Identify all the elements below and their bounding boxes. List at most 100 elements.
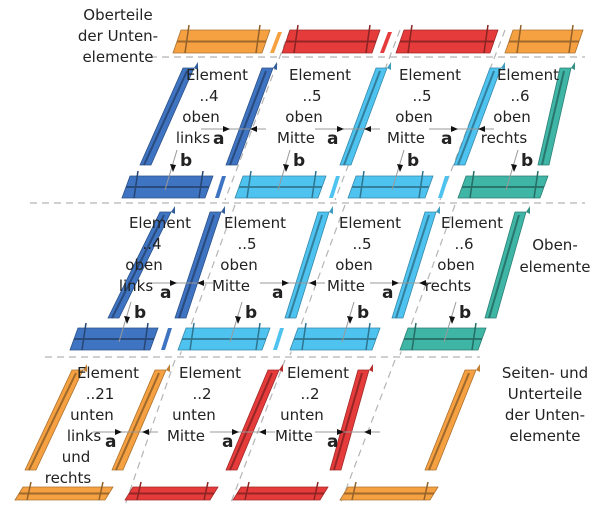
profile-flange — [436, 206, 440, 214]
profile-flange — [273, 62, 277, 70]
profile-flange — [387, 62, 391, 70]
label-line: rechts — [45, 469, 92, 487]
arrow-icon — [250, 126, 257, 132]
label-line: elemente — [509, 427, 580, 445]
dimension-label-a: a — [222, 432, 233, 452]
dimension-label-a: a — [441, 129, 452, 149]
profile-flange — [244, 481, 250, 501]
profile-groove — [343, 70, 381, 166]
dimension-label-b: b — [459, 303, 471, 323]
profile-end-piece — [329, 176, 340, 198]
label-line: Element — [179, 364, 241, 382]
arrow-icon — [142, 429, 149, 435]
arrow-icon — [364, 429, 371, 435]
profile-groove — [541, 70, 565, 166]
label-line: ..6 — [454, 235, 473, 253]
label-line: Element — [441, 214, 503, 232]
label-line: ..4 — [199, 87, 218, 105]
label-line: Unterteile — [508, 385, 582, 403]
profile-flange — [255, 322, 261, 351]
label-line: Element — [289, 66, 351, 84]
dimension-line-b — [341, 301, 355, 343]
arrow-icon — [364, 126, 371, 132]
label-line: Seiten- und — [502, 364, 588, 382]
label-line: ..5 — [302, 87, 321, 105]
dimension-label-b: b — [245, 303, 257, 323]
profile-groove — [111, 214, 165, 319]
label-line: oben — [182, 108, 219, 126]
arrow-icon — [124, 316, 130, 324]
profile-flange — [311, 170, 317, 199]
arrow-icon — [283, 164, 289, 172]
arrow-icon — [511, 164, 517, 172]
profile-groove — [288, 214, 323, 319]
label-line: Element — [129, 214, 191, 232]
label-line: Mitte — [167, 427, 205, 445]
profile-groove — [488, 214, 520, 319]
profile-groove — [178, 214, 215, 319]
profile-flange — [189, 322, 195, 351]
label-line: Mitte — [327, 277, 365, 295]
profile-flange — [194, 62, 198, 70]
dimension-line-b — [443, 301, 457, 343]
arrow-icon — [397, 164, 403, 172]
profile-flange — [171, 206, 175, 214]
label-line: oben — [335, 256, 372, 274]
profile-flange — [246, 170, 252, 199]
label-line: Mitte — [277, 129, 315, 147]
label-line: rechts — [481, 129, 528, 147]
dimension-label-a: a — [160, 283, 171, 303]
arrow-icon — [337, 429, 344, 435]
profile-flange — [365, 24, 371, 54]
label-line: Mitte — [275, 427, 313, 445]
label-line: Mitte — [387, 129, 425, 147]
profile-flange — [533, 170, 539, 199]
dimension-label-b: b — [357, 303, 369, 323]
arrow-icon — [115, 429, 122, 435]
arrow-icon — [478, 126, 485, 132]
profile-flange — [301, 322, 307, 351]
profile-flange — [501, 62, 505, 70]
label-line: oben — [493, 108, 530, 126]
label-line: Element — [224, 214, 286, 232]
label-line: oben — [220, 256, 257, 274]
profile-flange — [407, 24, 413, 54]
label-line: ..5 — [352, 235, 371, 253]
label-line: Element — [497, 66, 559, 84]
profile-flange — [203, 481, 209, 501]
profile-flange — [351, 481, 357, 501]
dimension-line-b — [118, 301, 132, 343]
label-line: links — [67, 427, 102, 445]
profile-parts — [14, 24, 584, 501]
profile-flange — [83, 364, 87, 372]
dimension-label-a: a — [213, 129, 224, 149]
profile-flange — [133, 170, 139, 199]
profile-flange — [369, 364, 373, 372]
label-line: unten — [280, 406, 324, 424]
profile-groove — [457, 70, 495, 166]
label-line: oben — [125, 256, 162, 274]
dimension-line-b — [164, 149, 178, 191]
dimension-label-b: b — [521, 151, 533, 171]
profile-flange — [221, 206, 225, 214]
dimension-markers: a a ab b b ba a ab b b ba a a — [93, 126, 533, 452]
label-line: elemente — [82, 48, 153, 66]
profile-flange — [81, 322, 87, 351]
dimension-label-a: a — [327, 129, 338, 149]
profile-flange — [255, 24, 261, 54]
label-line: Element — [287, 364, 349, 382]
label-line: Mitte — [212, 277, 250, 295]
profile-flange — [359, 170, 365, 199]
labels: Oberteile der Unten-elemente Oben-elemente… — [45, 6, 591, 487]
label-line: ..2 — [192, 385, 211, 403]
side-profile — [329, 369, 370, 471]
label-line: ..5 — [412, 87, 431, 105]
profile-flange — [329, 206, 333, 214]
arrow-icon — [309, 280, 316, 286]
dimension-label-a: a — [105, 432, 116, 452]
profile-end-piece — [215, 176, 226, 198]
label-line: links — [119, 277, 154, 295]
profile-end-piece — [161, 328, 172, 350]
label-line: Element — [77, 364, 139, 382]
